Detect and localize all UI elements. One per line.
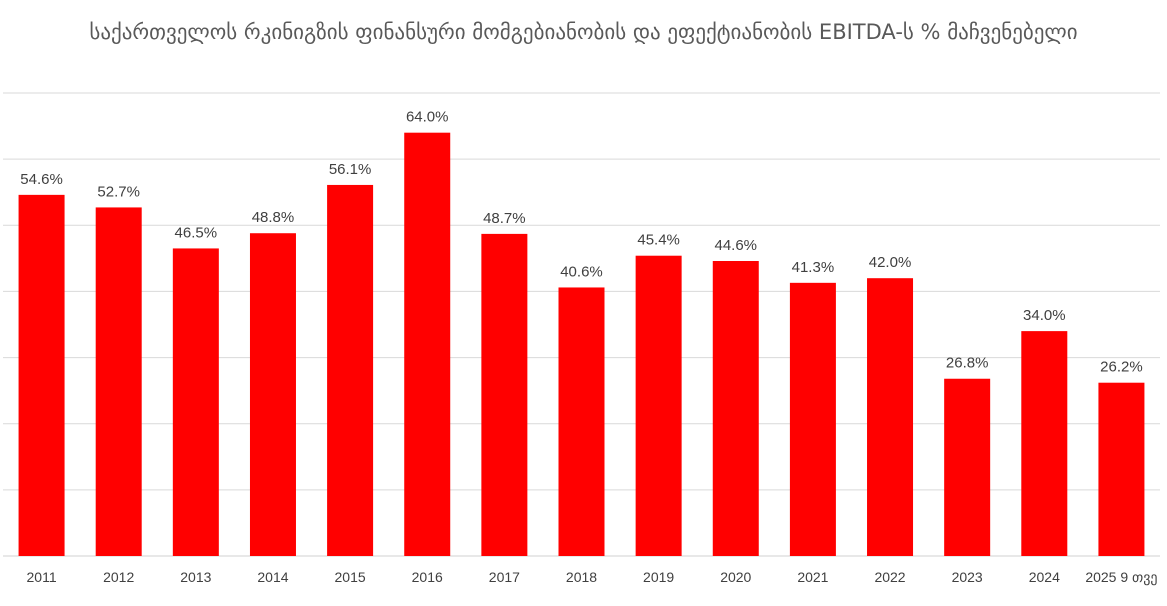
data-label: 34.0% <box>1023 307 1066 324</box>
x-tick-label: 2011 <box>27 569 57 585</box>
data-label: 54.6% <box>20 171 63 188</box>
x-tick-label: 2017 <box>489 569 520 585</box>
data-label: 64.0% <box>406 109 449 126</box>
data-label: 48.8% <box>252 209 295 226</box>
bar <box>327 184 374 556</box>
x-tick-label: 2012 <box>103 569 134 585</box>
x-tick-label: 2023 <box>952 569 983 585</box>
bar <box>789 282 836 556</box>
x-tick-label: 2013 <box>180 569 211 585</box>
data-label: 44.6% <box>714 237 757 254</box>
x-tick-label: 2020 <box>720 569 751 585</box>
bar <box>172 248 219 556</box>
data-label: 45.4% <box>637 232 680 249</box>
x-tick-label: 2014 <box>257 569 288 585</box>
bar <box>867 278 914 556</box>
chart-title: საქართველოს რკინიგზის ფინანსური მომგებია… <box>89 20 1078 44</box>
bar <box>404 132 451 556</box>
x-tick-label: 2024 <box>1029 569 1060 585</box>
x-tick-label: 2018 <box>566 569 597 585</box>
x-tick-label: 2019 <box>643 569 674 585</box>
data-label: 56.1% <box>329 161 372 178</box>
bar <box>18 194 65 557</box>
bar <box>481 233 528 557</box>
data-label: 40.6% <box>560 263 603 280</box>
bar <box>1021 331 1068 556</box>
data-label: 42.0% <box>869 254 912 271</box>
x-tick-label: 2021 <box>797 569 828 585</box>
bar <box>944 378 991 556</box>
x-tick-label: 2022 <box>874 569 905 585</box>
bar <box>249 233 296 557</box>
bar <box>95 207 142 557</box>
data-label: 46.5% <box>175 224 218 241</box>
x-tick-label: 2025 9 თვე <box>1085 569 1157 586</box>
bar <box>1098 382 1145 556</box>
data-label: 26.2% <box>1100 359 1143 376</box>
x-tick-label: 2016 <box>412 569 443 585</box>
bar <box>712 261 759 556</box>
data-label: 41.3% <box>792 259 835 276</box>
data-label: 48.7% <box>483 210 526 227</box>
data-label: 52.7% <box>97 183 140 200</box>
bar <box>558 287 605 556</box>
bar <box>635 255 682 556</box>
data-label: 26.8% <box>946 355 989 372</box>
x-tick-label: 2015 <box>335 569 366 585</box>
